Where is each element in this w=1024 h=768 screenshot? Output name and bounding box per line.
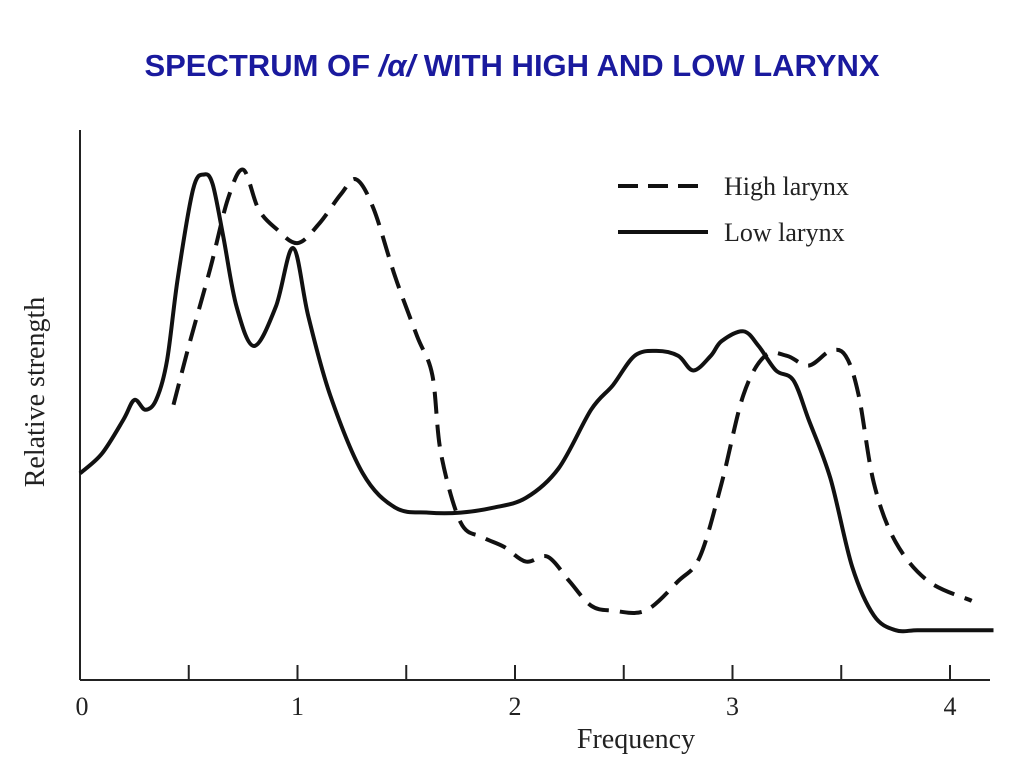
x-tick-label-4: 4 [944,692,957,721]
y-axis-label: Relative strength [20,297,51,488]
title-ipa-symbol: /α/ [378,48,416,83]
title-prefix: SPECTRUM OF [144,48,379,83]
page-title: SPECTRUM OF /α/ WITH HIGH AND LOW LARYNX [0,48,1024,84]
x-axis-label: Frequency [577,724,695,755]
x-tick-label-1: 1 [291,692,304,721]
title-suffix: WITH HIGH AND LOW LARYNX [415,48,880,83]
legend-label-high-larynx: High larynx [724,172,849,201]
legend: High larynx Low larynx [618,172,849,247]
series-layer [78,167,994,634]
x-tick-label-3: 3 [726,692,739,721]
x-tick-label-2: 2 [509,692,522,721]
legend-label-low-larynx: Low larynx [724,218,845,247]
series-line-high-larynx [171,167,973,615]
series-line-low-larynx [78,172,994,634]
axes: 0 1 2 3 4 Frequency Relative strength [20,130,990,755]
x-tick-label-0: 0 [76,692,89,721]
